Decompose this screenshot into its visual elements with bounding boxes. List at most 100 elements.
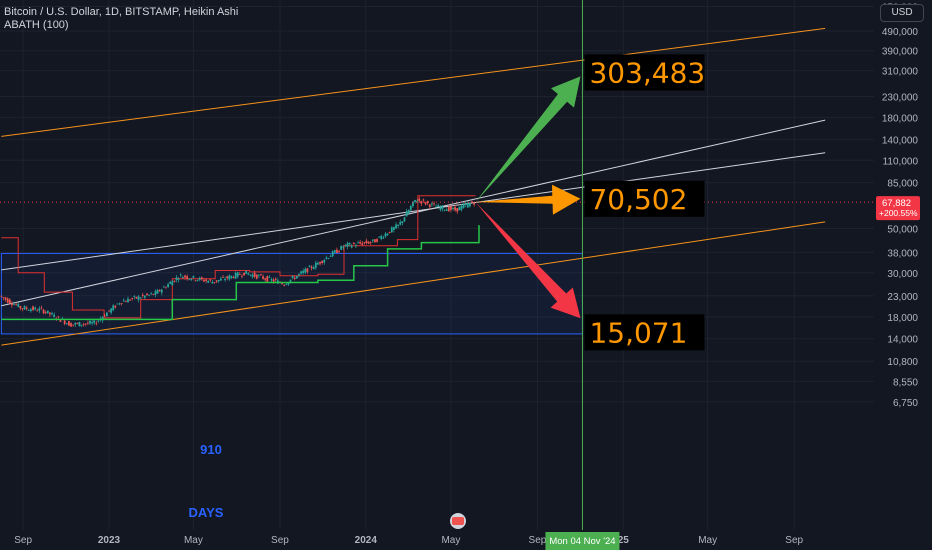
candle-body <box>188 278 191 280</box>
candle-body <box>247 273 250 275</box>
candle-body <box>169 281 172 284</box>
target-label-box <box>584 54 705 91</box>
candle-body <box>141 294 144 296</box>
candle-body <box>405 211 408 217</box>
candle-body <box>27 310 30 311</box>
symbol-title[interactable]: Bitcoin / U.S. Dollar, 1D, BITSTAMP, Hei… <box>4 6 239 18</box>
x-tick-label: Sep <box>14 535 32 546</box>
current-price-tag: 67,882+200.55% <box>876 196 920 221</box>
candle-body <box>32 306 34 311</box>
channel-line-white <box>1 119 826 307</box>
candle-body <box>344 244 347 246</box>
candle-body <box>414 199 416 203</box>
candle-body <box>340 245 343 250</box>
target-arrows <box>475 76 581 319</box>
candle-body <box>11 303 13 306</box>
y-tick-label: 38,000 <box>887 248 918 259</box>
crosshair-date-text: Mon 04 Nov '24 <box>549 536 615 547</box>
candle-body <box>397 224 400 226</box>
crosshair-date-label: Mon 04 Nov '24 <box>545 532 620 550</box>
channel-line-orange <box>1 221 826 346</box>
x-tick-label: 25 <box>618 535 630 546</box>
tradingview-logo[interactable] <box>450 513 466 529</box>
candle-body <box>167 284 169 288</box>
candle-body <box>38 308 41 311</box>
candle-body <box>399 221 402 225</box>
currency-button[interactable]: USD <box>880 4 924 22</box>
candle-body <box>230 275 233 278</box>
candle-body <box>386 233 389 236</box>
candle-body <box>426 200 429 204</box>
candle-body <box>260 274 262 276</box>
candle-body <box>131 298 134 299</box>
candle-body <box>393 227 395 230</box>
candle-body <box>321 260 324 264</box>
candle-body <box>228 275 231 280</box>
candle-body <box>116 303 119 305</box>
candle-body <box>49 312 51 315</box>
candle-body <box>376 239 378 242</box>
y-tick-label: 23,000 <box>887 292 918 303</box>
candle-body <box>72 324 75 326</box>
candle-body <box>274 278 277 280</box>
candle-body <box>93 320 96 323</box>
candle-body <box>338 251 340 252</box>
range-box-rect <box>0 252 583 335</box>
candle-body <box>200 277 203 279</box>
candle-body <box>390 227 393 233</box>
candle-body <box>165 287 167 289</box>
x-tick-label: May <box>698 535 717 546</box>
candle-body <box>68 321 70 326</box>
candle-body <box>407 209 410 214</box>
candle-body <box>103 315 106 317</box>
candle-body <box>243 272 245 276</box>
candle-body <box>329 256 332 257</box>
candle-body <box>124 301 127 303</box>
y-tick-label: 390,000 <box>882 47 919 58</box>
channel-line-orange <box>1 27 826 137</box>
candle-body <box>369 242 372 244</box>
candle-body <box>336 249 338 253</box>
candle-body <box>70 323 72 327</box>
candle-body <box>445 209 448 211</box>
y-axis-background <box>874 0 932 550</box>
candle-body <box>443 209 446 211</box>
candle-body <box>171 281 174 286</box>
candle-body <box>234 272 237 279</box>
candle-body <box>310 266 313 269</box>
candle-body <box>298 273 300 276</box>
candle-body <box>361 243 364 245</box>
candle-body <box>112 305 115 311</box>
candle-body <box>84 323 87 325</box>
candle-body <box>291 276 294 278</box>
candle-body <box>255 274 258 279</box>
candle-body <box>42 309 45 314</box>
candle-body <box>135 296 138 299</box>
indicator-legend[interactable]: ABATH (100) <box>4 19 69 31</box>
channel-lines <box>1 27 826 346</box>
channel-line-white <box>1 152 826 271</box>
candle-body <box>40 307 43 309</box>
candle-body <box>154 291 157 295</box>
candle-body <box>89 320 91 324</box>
y-tick-label: 230,000 <box>882 92 919 103</box>
candle-body <box>224 278 226 281</box>
candle-body <box>190 279 193 280</box>
candle-body <box>36 310 39 312</box>
x-tick-label: Sep <box>785 535 803 546</box>
candle-body <box>365 240 368 244</box>
range-box <box>0 252 583 335</box>
candle-body <box>468 203 471 207</box>
candle-body <box>323 259 326 263</box>
y-axis-panel[interactable] <box>874 0 932 550</box>
candle-body <box>325 257 328 259</box>
candle-body <box>19 306 22 309</box>
candle-body <box>122 300 125 302</box>
candle-body <box>367 241 370 244</box>
arrow-down <box>475 202 581 319</box>
candle-body <box>302 270 305 273</box>
candle-body <box>215 280 218 282</box>
candle-body <box>355 245 357 247</box>
candle-body <box>264 278 267 280</box>
